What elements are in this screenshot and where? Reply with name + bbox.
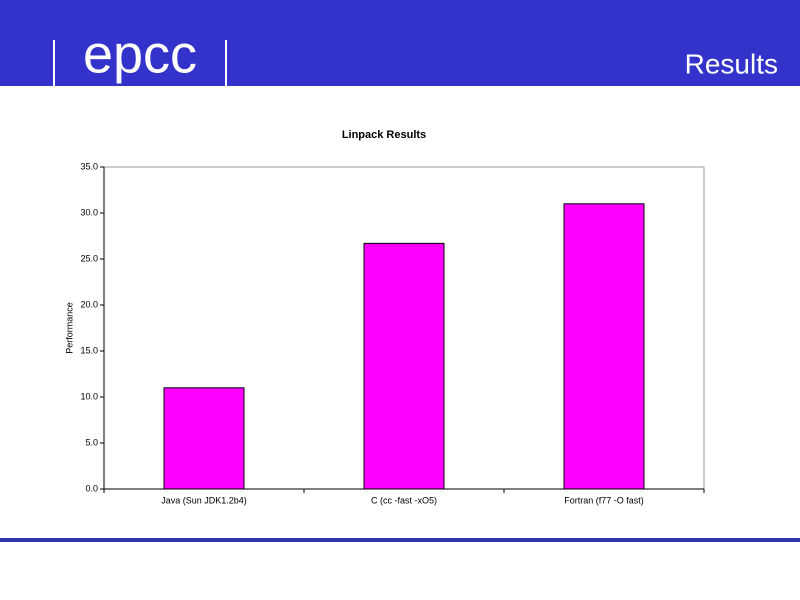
x-tick-label: C (cc -fast -xO5) [371, 495, 437, 505]
y-tick-label: 5.0 [85, 437, 98, 447]
y-tick-label: 10.0 [80, 391, 98, 401]
header-band [0, 0, 800, 86]
y-tick-label: 25.0 [80, 253, 98, 263]
y-tick-label: 30.0 [80, 207, 98, 217]
x-tick-label: Java (Sun JDK1.2b4) [161, 495, 247, 505]
logo: epcc [83, 24, 197, 84]
bar [563, 203, 645, 490]
y-tick-label: 35.0 [80, 161, 98, 171]
y-tick-label: 15.0 [80, 345, 98, 355]
y-tick-label: 20.0 [80, 299, 98, 309]
footer-line [0, 538, 800, 542]
y-tick-label: 0.0 [85, 483, 98, 493]
slide-title: Results [685, 48, 778, 79]
y-axis-label: Performance [64, 302, 74, 354]
bar [163, 387, 245, 490]
chart-title: Linpack Results [342, 129, 426, 141]
x-tick-label: Fortran (f77 -O fast) [564, 495, 644, 505]
bar [363, 242, 445, 490]
